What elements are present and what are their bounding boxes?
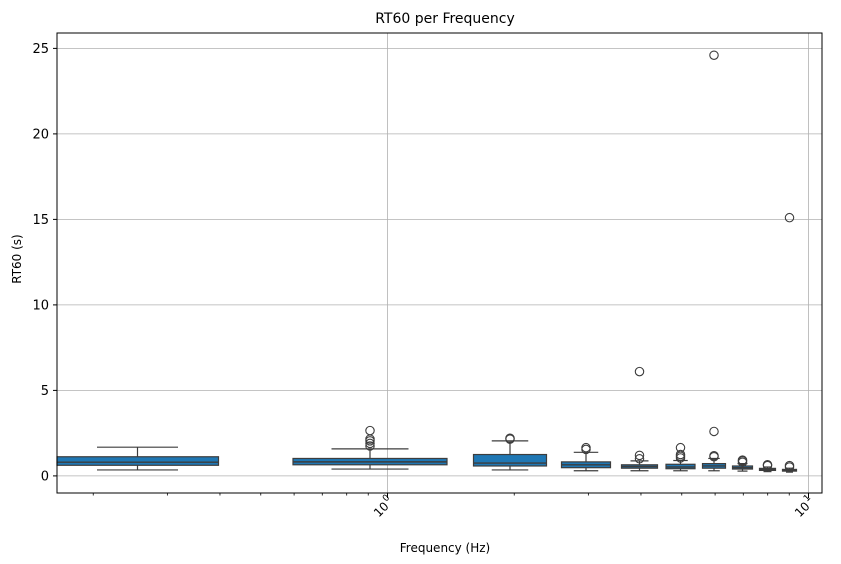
box-group bbox=[758, 460, 777, 473]
outlier-point bbox=[709, 426, 719, 437]
outlier-point bbox=[634, 454, 645, 464]
x-tick-label: 101 bbox=[792, 493, 813, 520]
y-tick-label: 25 bbox=[32, 42, 49, 57]
outlier-point bbox=[762, 460, 773, 470]
iqr-box bbox=[472, 453, 548, 467]
box-series bbox=[56, 50, 798, 473]
outlier-point bbox=[784, 212, 795, 223]
y-axis-label: RT60 (s) bbox=[10, 234, 24, 284]
outlier-point bbox=[505, 433, 515, 444]
box-group bbox=[781, 212, 798, 473]
box-group bbox=[731, 455, 754, 472]
y-tick-label: 20 bbox=[32, 127, 49, 142]
x-tick-exponent: 0 bbox=[381, 493, 392, 504]
outlier-point bbox=[634, 366, 645, 377]
outlier-point bbox=[581, 442, 591, 453]
x-tick-exponent: 1 bbox=[802, 493, 813, 504]
outlier-point bbox=[365, 441, 375, 451]
outlier-point bbox=[709, 450, 719, 461]
box-group bbox=[56, 446, 220, 471]
plot-frame bbox=[56, 32, 823, 494]
outlier-point bbox=[634, 450, 645, 461]
x-axis-label: Frequency (Hz) bbox=[400, 541, 491, 555]
y-tick-label: 5 bbox=[41, 384, 49, 399]
chart-title: RT60 per Frequency bbox=[375, 11, 515, 27]
iqr-box bbox=[56, 456, 220, 466]
x-tick-label: 100 bbox=[371, 493, 392, 520]
outlier-point bbox=[675, 442, 686, 453]
box-group bbox=[292, 425, 448, 470]
outlier-point bbox=[784, 460, 795, 471]
y-tick-label: 10 bbox=[32, 298, 49, 313]
y-tick-label: 0 bbox=[41, 469, 49, 484]
outlier-point bbox=[709, 50, 719, 60]
outlier-point bbox=[365, 425, 375, 436]
box-group bbox=[620, 366, 659, 472]
box-group bbox=[701, 50, 727, 472]
outlier-point bbox=[365, 438, 375, 449]
outlier-point bbox=[737, 455, 748, 465]
box-group bbox=[560, 442, 612, 472]
x-axis-ticks: 100 101 bbox=[92, 493, 813, 520]
outlier-point bbox=[675, 449, 686, 460]
box-group bbox=[665, 442, 696, 472]
box-group bbox=[472, 433, 548, 471]
y-axis-ticks: 0 5 10 15 20 25 bbox=[32, 42, 57, 484]
y-tick-label: 15 bbox=[32, 213, 49, 228]
grid-lines bbox=[57, 33, 822, 493]
